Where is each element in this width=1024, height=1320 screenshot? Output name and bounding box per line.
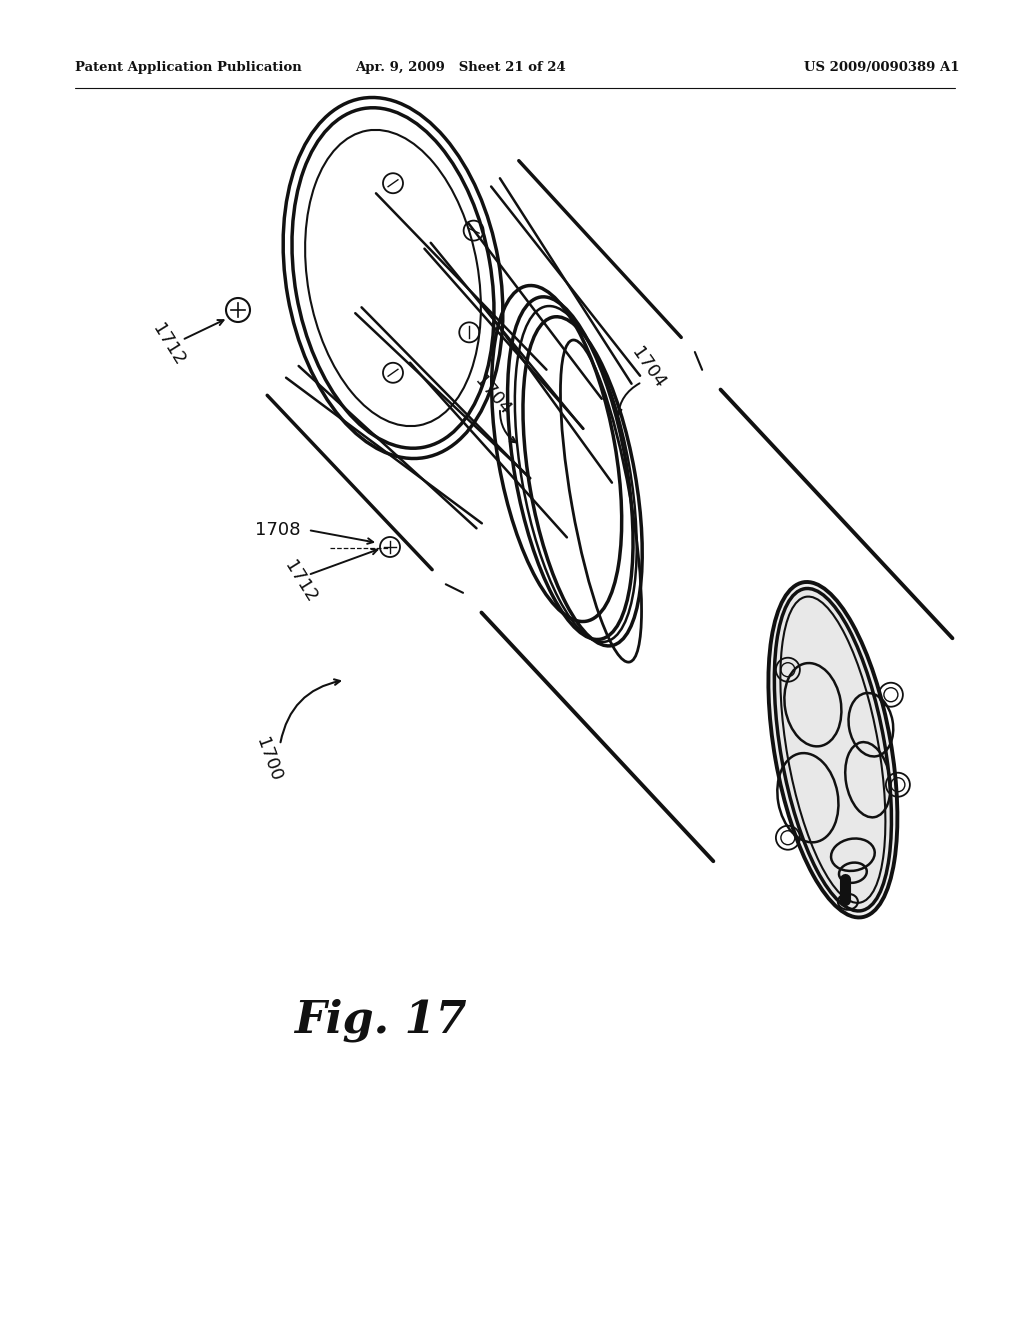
Ellipse shape — [768, 582, 897, 917]
Text: Apr. 9, 2009   Sheet 21 of 24: Apr. 9, 2009 Sheet 21 of 24 — [354, 62, 565, 74]
Text: 1708: 1708 — [255, 521, 301, 539]
Text: US 2009/0090389 A1: US 2009/0090389 A1 — [805, 62, 961, 74]
Text: 1712: 1712 — [281, 558, 319, 606]
Text: 1712: 1712 — [148, 321, 187, 370]
Text: 1704: 1704 — [628, 345, 669, 392]
Text: Fig. 17: Fig. 17 — [294, 998, 466, 1041]
Text: 1704: 1704 — [470, 372, 514, 418]
Text: 1700: 1700 — [252, 735, 285, 784]
Ellipse shape — [774, 589, 892, 911]
Text: Patent Application Publication: Patent Application Publication — [75, 62, 302, 74]
